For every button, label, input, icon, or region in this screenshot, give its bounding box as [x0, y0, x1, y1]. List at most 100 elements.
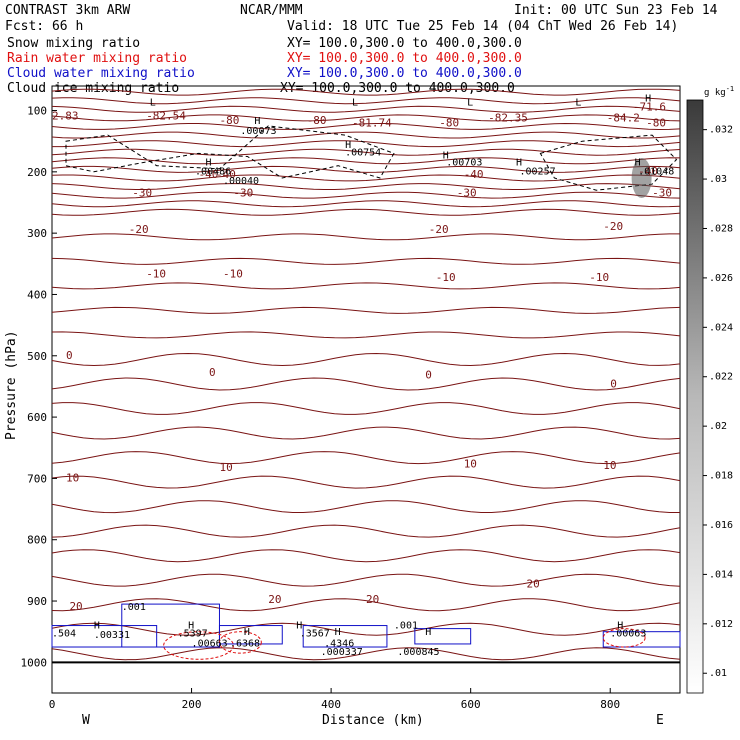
colorbar-tick-label: .028 [709, 223, 733, 234]
header-model: CONTRAST 3km ARW [5, 3, 130, 18]
value-label: .001 [394, 621, 418, 632]
contour-label: -80 [307, 114, 327, 127]
theta-contour [51, 122, 681, 131]
theta-contour [51, 524, 681, 538]
value-label: .00257 [520, 166, 556, 177]
value-label: .504 [52, 629, 76, 640]
theta-contour [51, 331, 681, 339]
contour-label: -71.6 [633, 101, 666, 114]
theta-contour [51, 88, 681, 96]
extremum-marker: H [516, 158, 522, 169]
contour-label: 20 [69, 600, 82, 613]
contour-label: -30 [233, 186, 253, 199]
hydrometeor-contours [51, 125, 681, 660]
contour-label: -40 [464, 168, 484, 181]
rain-contour [163, 631, 234, 660]
value-label: .6368 [230, 638, 260, 649]
colorbar-tick-label: .018 [709, 471, 733, 482]
plot-frame [51, 85, 681, 694]
theta-contour [51, 306, 681, 314]
theta-contour [51, 622, 681, 636]
extremum-marker: L [467, 98, 473, 109]
extremum-marker: L [575, 98, 581, 109]
value-label: .00063 [610, 629, 646, 640]
contour-label: -30 [652, 186, 672, 199]
colorbar-tick-label: .024 [709, 322, 733, 333]
extremum-marker: H [94, 621, 100, 632]
contour-label: -81.74 [352, 116, 392, 129]
theta-contours [51, 88, 681, 664]
theta-contour [51, 191, 681, 199]
value-label: .4346 [324, 638, 354, 649]
cloud-water-contour [302, 625, 388, 648]
header-valid: Valid: 18 UTC Tue 25 Feb 14 (04 ChT Wed … [287, 19, 678, 34]
extremum-marker: H [425, 627, 431, 638]
extremum-marker: L [150, 98, 156, 109]
theta-contour [51, 500, 680, 514]
ice-contour [65, 125, 395, 179]
theta-contour [51, 377, 681, 391]
contour-label: 0 [425, 368, 432, 381]
contour-label: -30 [132, 186, 152, 199]
y-tick-label: 300 [27, 227, 47, 240]
theta-contour [51, 131, 681, 139]
x-tick-label: 600 [461, 698, 481, 711]
theta-contour [51, 200, 681, 208]
contour-label: -80 [219, 114, 239, 127]
header-init: Init: 00 UTC Sun 23 Feb 14 [514, 3, 718, 18]
legend-cloud-label: Cloud water mixing ratio [7, 66, 195, 81]
colorbar: g kg-1 .01 .012 .014 .016 .018 .02 .022 .024 .02… [686, 85, 734, 694]
colorbar-tick-label: .016 [709, 520, 733, 531]
value-label: .00331 [94, 630, 130, 641]
theta-contour [51, 451, 681, 465]
theta-contour [51, 352, 681, 367]
y-tick-label: 100 [27, 105, 47, 118]
x-tick-label: 800 [600, 698, 620, 711]
value-label: .5397 [178, 629, 208, 640]
contour-label: -20 [429, 223, 449, 236]
rain-contour [218, 631, 262, 654]
value-label: .01048 [638, 166, 674, 177]
contour-label: 20 [366, 593, 379, 606]
extremum-marker: H [244, 627, 250, 638]
x-west-label: W [82, 713, 90, 728]
value-label: .000845 [397, 647, 439, 658]
legend-snow-xy: XY= 100.0,300.0 to 400.0,300.0 [287, 36, 522, 51]
theta-contour [51, 598, 681, 612]
colorbar-tick-label: .014 [709, 569, 733, 580]
colorbar-tick-label: .02 [709, 421, 727, 432]
contour-label: -40 [638, 165, 658, 178]
y-tick-label: 700 [27, 472, 47, 485]
theta-contour [51, 208, 681, 216]
theta-contour [51, 402, 681, 415]
x-tick-label: 0 [49, 698, 56, 711]
value-label: .00040 [223, 176, 259, 187]
y-tick-label: 500 [27, 350, 47, 363]
header-center: NCAR/MMM [240, 3, 303, 18]
extremum-marker: H [645, 93, 651, 104]
contour-label: -20 [603, 220, 623, 233]
colorbar-tick-label: .022 [709, 372, 733, 383]
theta-contour [51, 105, 681, 113]
contour-label: 10 [464, 457, 477, 470]
contour-label: -10 [436, 271, 456, 284]
theta-contour [51, 257, 681, 265]
header-forecast: Fcst: 66 h [5, 19, 83, 34]
extremum-marker: H [635, 158, 641, 169]
contour-label: -20 [129, 223, 149, 236]
theta-contour [51, 183, 681, 190]
extremum-marker: H [188, 621, 194, 632]
value-label: .001 [122, 602, 146, 613]
contour-label: -10 [223, 267, 243, 280]
extremum-marker: H [296, 621, 302, 632]
extremum-marker: L [352, 98, 358, 109]
legend-snow-label: Snow mixing ratio [7, 36, 140, 51]
legend: Snow mixing ratio XY= 100.0,300.0 to 400… [7, 36, 522, 96]
theta-contour [51, 549, 681, 563]
contour-label: 10 [603, 459, 616, 472]
contour-label: 20 [268, 593, 281, 606]
contour-label: 20 [526, 578, 539, 591]
value-label: .00703 [446, 158, 482, 169]
